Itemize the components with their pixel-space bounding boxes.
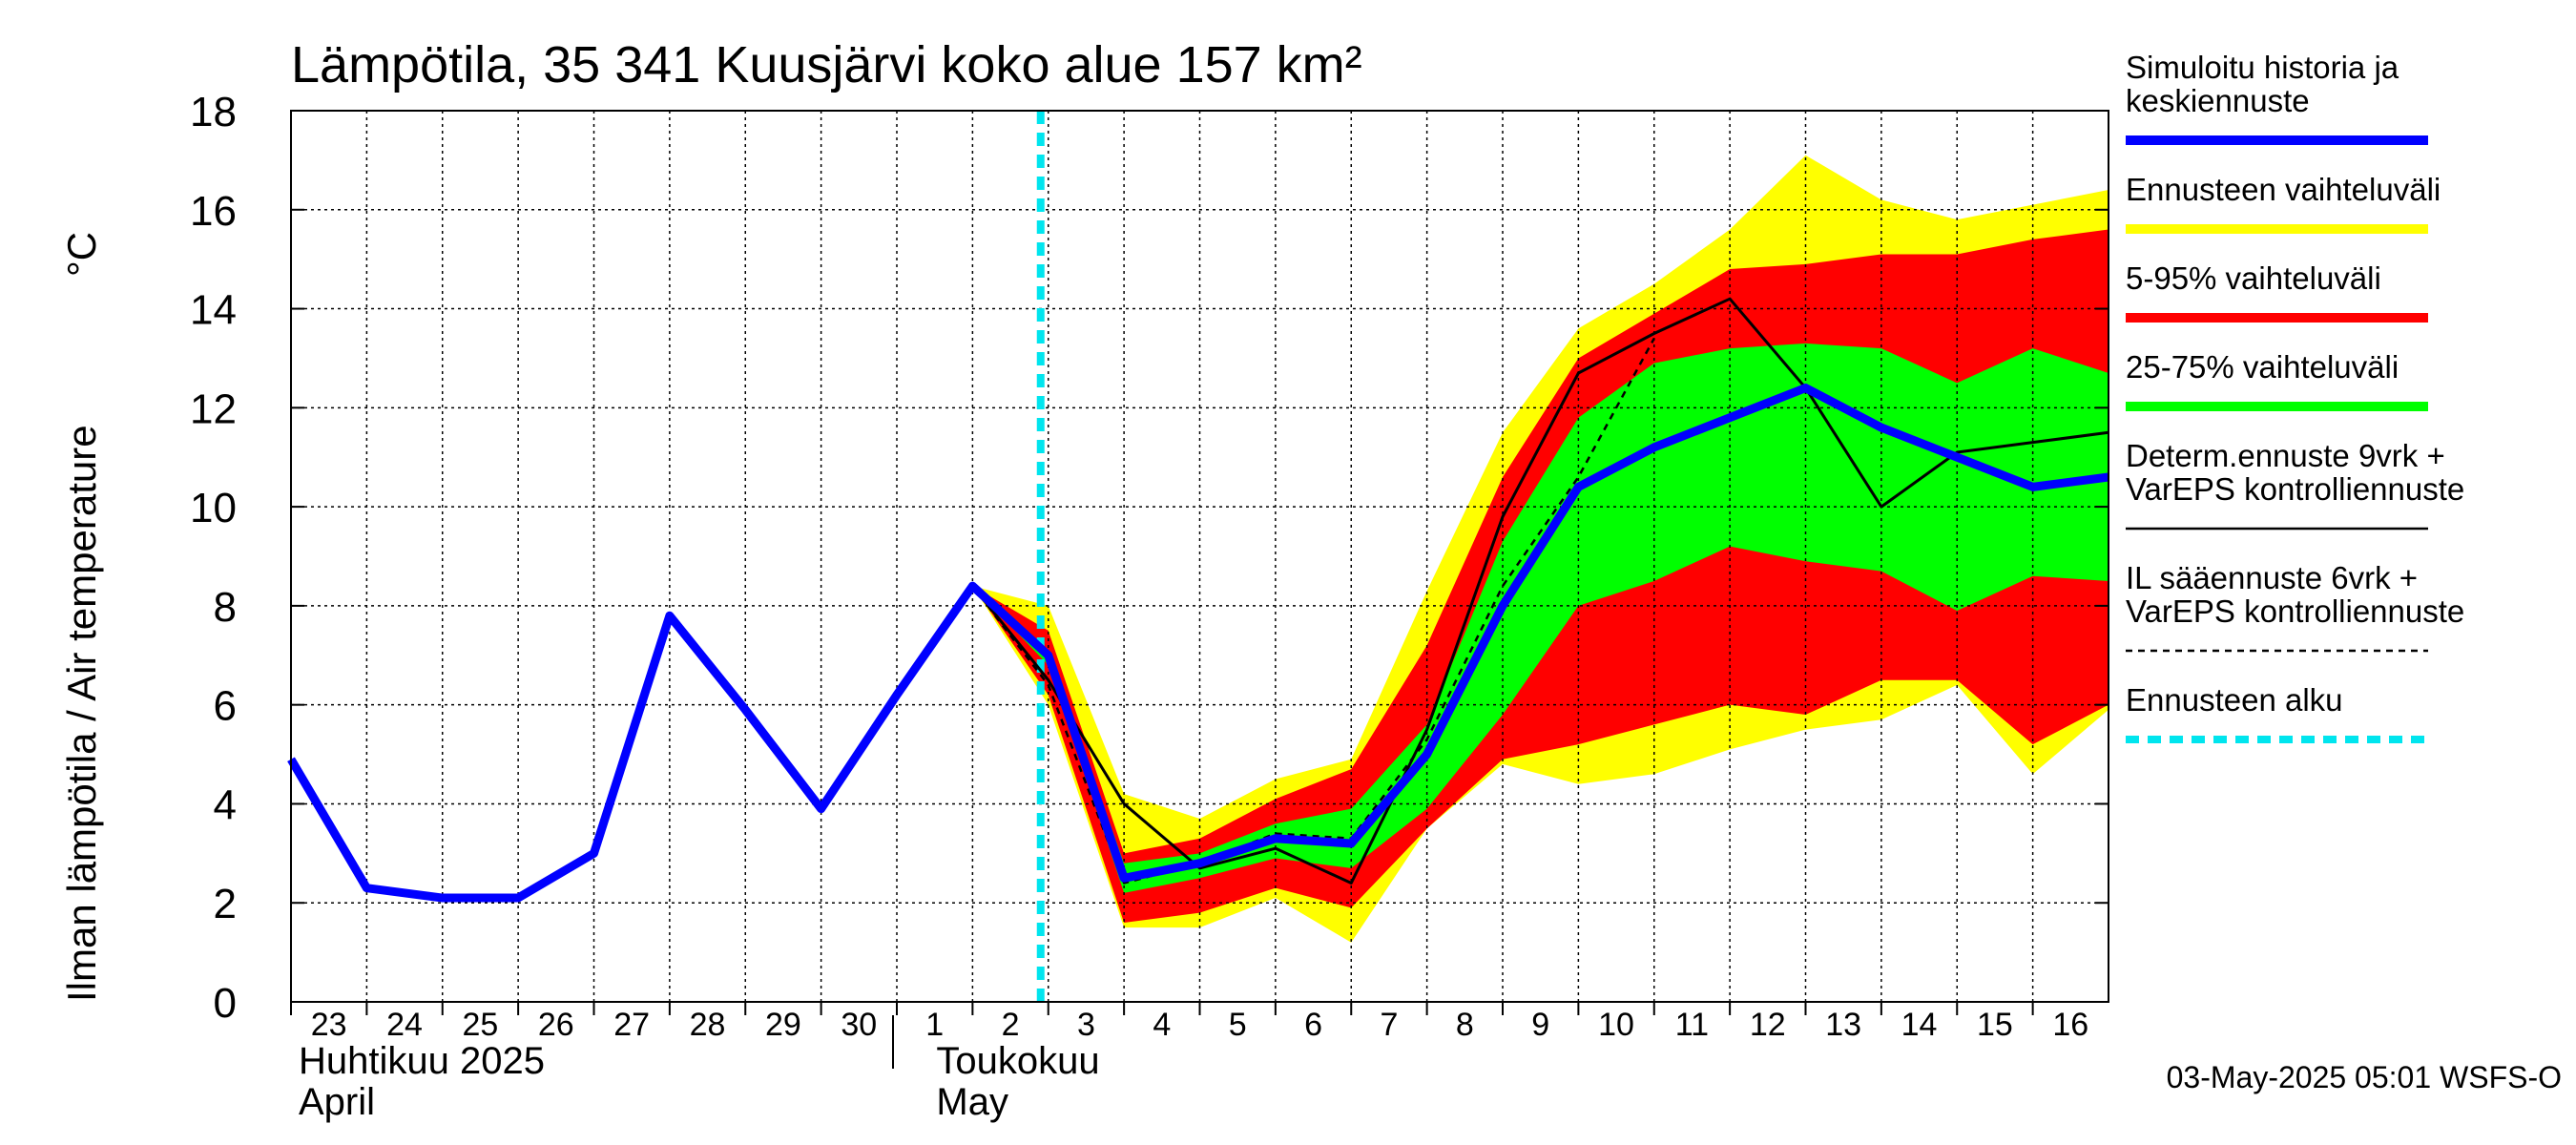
y-tick-label: 18 (190, 89, 237, 135)
x-tick-label: 16 (2052, 1007, 2088, 1043)
x-tick-label: 15 (1977, 1007, 2013, 1043)
x-tick-label: 14 (1901, 1007, 1938, 1043)
x-tick-label: 3 (1077, 1007, 1095, 1043)
band-2 (972, 343, 2109, 893)
x-tick-label: 29 (765, 1007, 801, 1043)
x-tick-label: 28 (690, 1007, 726, 1043)
x-tick-label: 11 (1675, 1007, 1709, 1043)
legend-label: Simuloitu historia ja (2126, 50, 2399, 85)
series-lines (287, 297, 2109, 903)
y-axis-label-group: Ilman lämpötila / Air temperature °C (59, 232, 104, 1002)
series-line-1 (895, 297, 2109, 885)
x-tick-label: 6 (1304, 1007, 1322, 1043)
legend-label: 25-75% vaihteluväli (2126, 349, 2399, 385)
x-tick-label: 1 (925, 1007, 944, 1043)
y-tick-label: 10 (190, 485, 237, 531)
x-tick-label: 8 (1456, 1007, 1474, 1043)
grid-lines (291, 111, 2109, 1002)
x-tick-label: 25 (463, 1007, 499, 1043)
timestamp-label: 03-May-2025 05:01 WSFS-O (2167, 1060, 2562, 1094)
y-tick-label: 4 (214, 781, 237, 828)
y-tick-label: 0 (214, 980, 237, 1027)
x-tick-label: 7 (1380, 1007, 1398, 1043)
x-tick-label: 13 (1825, 1007, 1861, 1043)
series-line-2 (971, 338, 1655, 885)
x-tick-label: 4 (1153, 1007, 1171, 1043)
y-tick-label: 12 (190, 385, 237, 432)
y-axis-label: Ilman lämpötila / Air temperature (59, 425, 104, 1002)
x-tick-label: 23 (311, 1007, 347, 1043)
legend-label: Ennusteen alku (2126, 682, 2343, 718)
legend-label: Ennusteen vaihteluväli (2126, 172, 2441, 207)
x-tick-label: 2 (1002, 1007, 1020, 1043)
y-axis-unit: °C (59, 232, 104, 277)
legend-label: VarEPS kontrolliennuste (2126, 593, 2464, 629)
y-tick-label: 16 (190, 188, 237, 235)
x-tick-label: 12 (1750, 1007, 1786, 1043)
month-label-en: April (299, 1081, 375, 1123)
month-label-fi: Huhtikuu 2025 (299, 1040, 545, 1082)
chart-title: Lämpötila, 35 341 Kuusjärvi koko alue 15… (291, 36, 1362, 94)
y-tick-label: 14 (190, 287, 237, 334)
y-tick-label: 6 (214, 683, 237, 730)
x-tick-label: 26 (538, 1007, 574, 1043)
x-tick-label: 27 (613, 1007, 650, 1043)
y-tick-label: 8 (214, 584, 237, 631)
month-label-en: May (936, 1081, 1008, 1123)
x-tick-label: 10 (1598, 1007, 1634, 1043)
month-label-fi: Toukokuu (936, 1040, 1099, 1082)
x-tick-label: 9 (1531, 1007, 1549, 1043)
legend-label: Determ.ennuste 9vrk + (2126, 438, 2445, 473)
x-axis-ticks: 23 24 25 26 27 28 29 30 1 2 3 4 5 6 7 8 9 10 11 12 13 14 15 16 (290, 1002, 2088, 1043)
legend-label: keskiennuste (2126, 83, 2310, 118)
x-tick-label: 5 (1229, 1007, 1247, 1043)
x-tick-label: 30 (841, 1007, 877, 1043)
y-axis-ticks: 0 2 4 6 8 10 12 14 16 18 (190, 89, 2109, 1027)
legend-label: VarEPS kontrolliennuste (2126, 471, 2464, 507)
y-tick-label: 2 (214, 881, 237, 927)
series-line-0 (287, 384, 2109, 903)
legend-label: 5-95% vaihteluväli (2126, 260, 2381, 296)
legend-label: IL sääennuste 6vrk + (2126, 560, 2418, 595)
x-tick-label: 24 (386, 1007, 423, 1043)
